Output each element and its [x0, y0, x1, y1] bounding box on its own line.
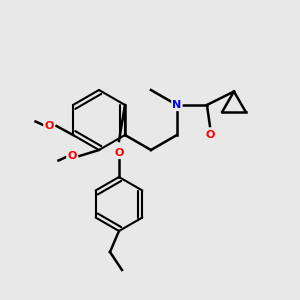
- Text: N: N: [172, 100, 182, 110]
- Text: O: O: [205, 130, 214, 140]
- Text: O: O: [67, 151, 77, 161]
- Text: O: O: [44, 121, 54, 131]
- Text: O: O: [114, 148, 124, 158]
